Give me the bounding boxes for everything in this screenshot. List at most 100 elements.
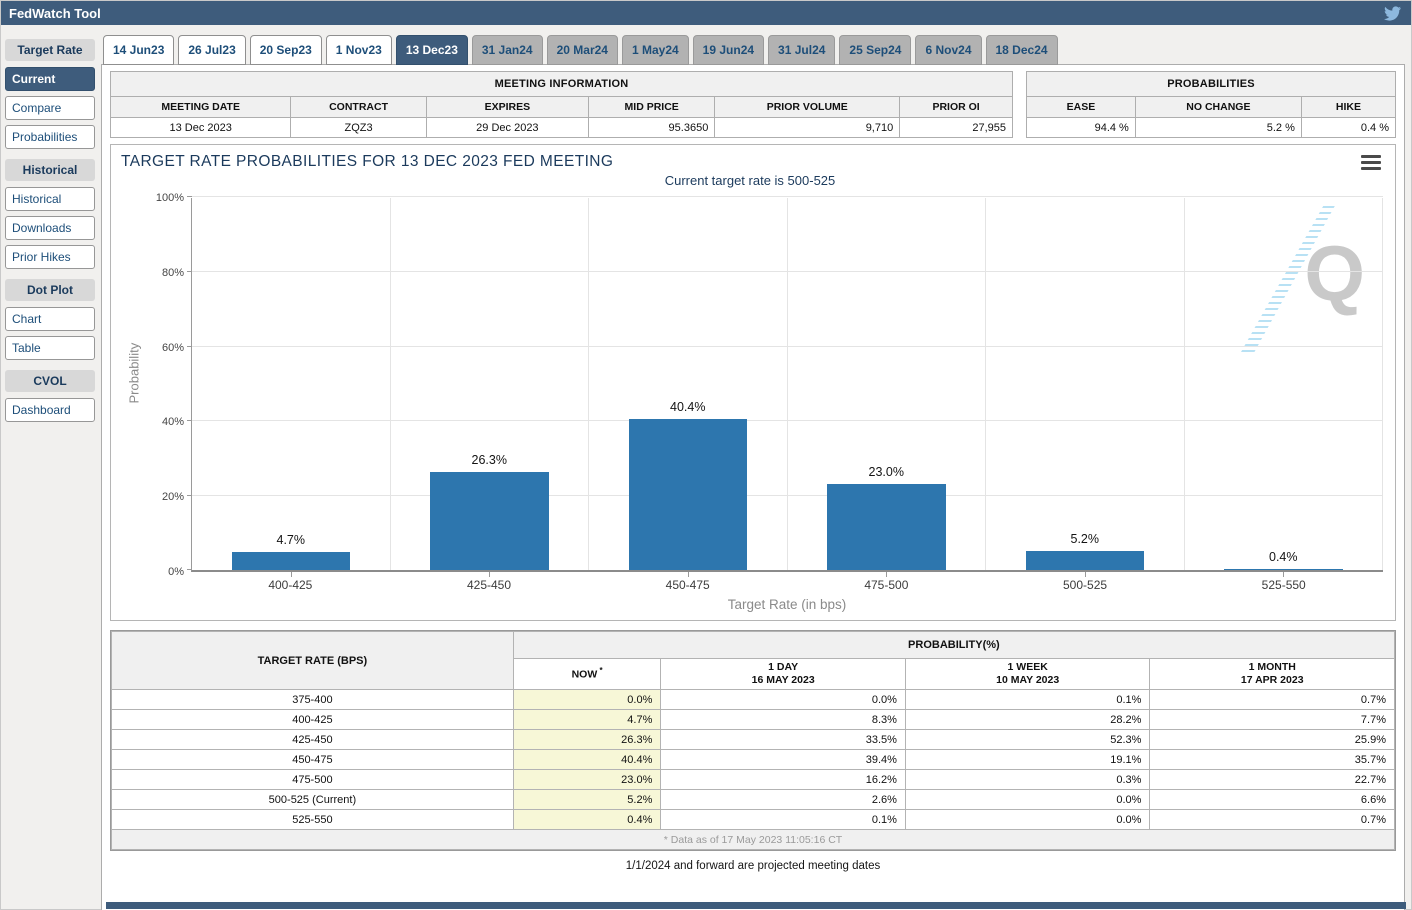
tab-31-jul24[interactable]: 31 Jul24 <box>768 35 836 65</box>
table-row: 475-500 23.0% 16.2% 0.3% 22.7% <box>111 769 1395 790</box>
meeting-info-value: 29 Dec 2023 <box>425 117 590 138</box>
app-header: FedWatch Tool <box>1 1 1411 25</box>
y-tick-0: 0% <box>168 566 184 578</box>
col-header-ease: EASE <box>1026 96 1136 118</box>
tab-1-may24[interactable]: 1 May24 <box>621 35 689 65</box>
tab-1-nov23[interactable]: 1 Nov23 <box>325 35 392 65</box>
meeting-info-value: 13 Dec 2023 <box>109 117 292 138</box>
probability-cell: 28.2% <box>904 709 1151 730</box>
x-axis-tick <box>1084 572 1086 577</box>
x-axis-tick <box>489 572 491 577</box>
y-axis-tick <box>187 270 192 272</box>
probability-cell: 22.7% <box>1149 769 1395 790</box>
col-header-meeting-date: MEETING DATE <box>109 96 292 118</box>
probability-cell: 0.0% <box>904 809 1151 830</box>
y-axis-tick <box>187 569 192 570</box>
probability-cell: 26.3% <box>512 729 662 750</box>
sidebar-item-probabilities[interactable]: Probabilities <box>5 125 95 149</box>
table-row: 450-475 40.4% 39.4% 19.1% 35.7% <box>111 749 1395 770</box>
probabilities-title: PROBABILITIES <box>1026 71 1396 97</box>
sidebar-section-historical: Historical <box>5 159 95 181</box>
bar-450-475[interactable] <box>628 418 747 570</box>
table-row: MEETING DATE CONTRACT EXPIRES MID PRICE PRIO… <box>109 96 1013 118</box>
tab-26-jul23[interactable]: 26 Jul23 <box>178 35 246 65</box>
bar-value-label: 4.7% <box>276 533 306 548</box>
probability-cell: 23.0% <box>512 769 662 790</box>
sidebar-section-target-rate: Target Rate <box>5 39 95 61</box>
twitter-icon[interactable] <box>1384 5 1401 21</box>
bar-value-label: 5.2% <box>1070 531 1100 546</box>
x-label-425-450: 425-450 <box>466 578 512 592</box>
chart-category-475-500: 23.0% <box>788 198 986 577</box>
col-header-prior-volume: PRIOR VOLUME <box>714 96 901 118</box>
chart-title: TARGET RATE PROBABILITIES FOR 13 DEC 202… <box>121 153 614 170</box>
y-axis-tick <box>187 196 192 197</box>
x-axis-tick <box>687 572 689 577</box>
probability-cell: 0.1% <box>904 689 1151 710</box>
probability-cell: 35.7% <box>1149 749 1395 770</box>
tab-19-jun24[interactable]: 19 Jun24 <box>692 35 765 65</box>
sidebar: Target Rate Current Compare Probabilities Hi… <box>1 25 101 910</box>
sidebar-item-historical[interactable]: Historical <box>5 187 95 211</box>
target-rate-bps-header: TARGET RATE (BPS) <box>111 631 514 690</box>
probability-cell: 0.4% <box>512 809 662 830</box>
probability-cell: 2.6% <box>660 789 906 810</box>
y-tick-100: 100% <box>155 192 184 204</box>
y-axis-ticks: 0% 20% 40% 60% 80% 100% <box>145 192 191 578</box>
probability-cell: 6.6% <box>1149 789 1395 810</box>
probability-history-table: TARGET RATE (BPS) PROBABILITY(%) NOW * 1 DA… <box>110 630 1396 851</box>
sidebar-item-compare[interactable]: Compare <box>5 96 95 120</box>
rate-cell-500-525-current: 500-525 (Current) <box>111 789 514 810</box>
y-tick-60: 60% <box>161 341 184 354</box>
x-axis-labels: 400-425 425-450 450-475 475-500 500-525 525-5… <box>191 578 1383 592</box>
col-header-mid-price: MID PRICE <box>588 96 716 118</box>
tab-20-sep23[interactable]: 20 Sep23 <box>249 35 322 65</box>
table-header-row: NOW * 1 DAY 16 MAY 2023 1 WEEK 10 MAY 2023 1 … <box>112 658 1395 690</box>
sidebar-item-dashboard[interactable]: Dashboard <box>5 398 95 422</box>
bar-475-500[interactable] <box>827 483 946 570</box>
projected-dates-note: 1/1/2024 and forward are projected meeti… <box>625 860 881 872</box>
probability-cell: 0.7% <box>1149 809 1395 830</box>
gridline <box>192 420 1383 422</box>
col-header-1-day: 1 DAY 16 MAY 2023 <box>660 658 906 690</box>
sidebar-item-chart[interactable]: Chart <box>5 307 95 331</box>
probability-value: 5.2 % <box>1134 117 1302 138</box>
probability-cell: 8.3% <box>660 709 906 730</box>
chart-menu-icon[interactable] <box>1361 155 1381 170</box>
sidebar-item-table[interactable]: Table <box>5 336 95 360</box>
sidebar-item-prior-hikes[interactable]: Prior Hikes <box>5 245 95 269</box>
bar-value-label: 23.0% <box>868 464 904 479</box>
bar-425-450[interactable] <box>430 471 549 570</box>
probability-value: 0.4 % <box>1300 117 1397 138</box>
col-header-expires: EXPIRES <box>425 96 590 118</box>
bar-525-550[interactable] <box>1224 568 1343 570</box>
bar-value-label: 26.3% <box>471 452 507 467</box>
tab-13-dec23[interactable]: 13 Dec23 <box>395 35 468 65</box>
tab-25-sep24[interactable]: 25 Sep24 <box>839 35 912 65</box>
meeting-info-value: 9,710 <box>714 117 901 138</box>
sidebar-item-current[interactable]: Current <box>5 67 95 91</box>
x-label-475-500: 475-500 <box>864 578 909 592</box>
y-tick-40: 40% <box>161 416 184 429</box>
bar-400-425[interactable] <box>231 552 350 570</box>
probability-cell: 16.2% <box>660 769 906 790</box>
tab-14-jun23[interactable]: 14 Jun23 <box>103 35 175 65</box>
col-header-1-week: 1 WEEK 10 MAY 2023 <box>904 658 1151 690</box>
rate-cell-450-475: 450-475 <box>111 749 514 770</box>
tab-20-mar24[interactable]: 20 Mar24 <box>546 35 618 65</box>
sidebar-item-downloads[interactable]: Downloads <box>5 216 95 240</box>
tab-31-jan24[interactable]: 31 Jan24 <box>471 35 543 65</box>
tab-18-dec24[interactable]: 18 Dec24 <box>985 35 1058 65</box>
tab-6-nov24[interactable]: 6 Nov24 <box>915 35 982 65</box>
bar-500-525[interactable] <box>1025 550 1144 570</box>
probability-cell: 0.3% <box>904 769 1151 790</box>
probability-cell: 0.7% <box>1149 689 1395 710</box>
probability-cell: 5.2% <box>512 789 662 810</box>
meeting-info-value: 95.3650 <box>588 117 716 138</box>
y-axis-tick <box>187 345 192 347</box>
x-label-525-550: 525-550 <box>1261 578 1306 592</box>
meeting-information-table: MEETING INFORMATION MEETING DATE CONTRACT E… <box>109 71 1013 138</box>
rate-cell-375-400: 375-400 <box>111 689 514 710</box>
table-row: 400-425 4.7% 8.3% 28.2% 7.7% <box>111 709 1395 730</box>
footnote-row: * Data as of 17 May 2023 11:05:16 CT <box>111 829 1395 850</box>
